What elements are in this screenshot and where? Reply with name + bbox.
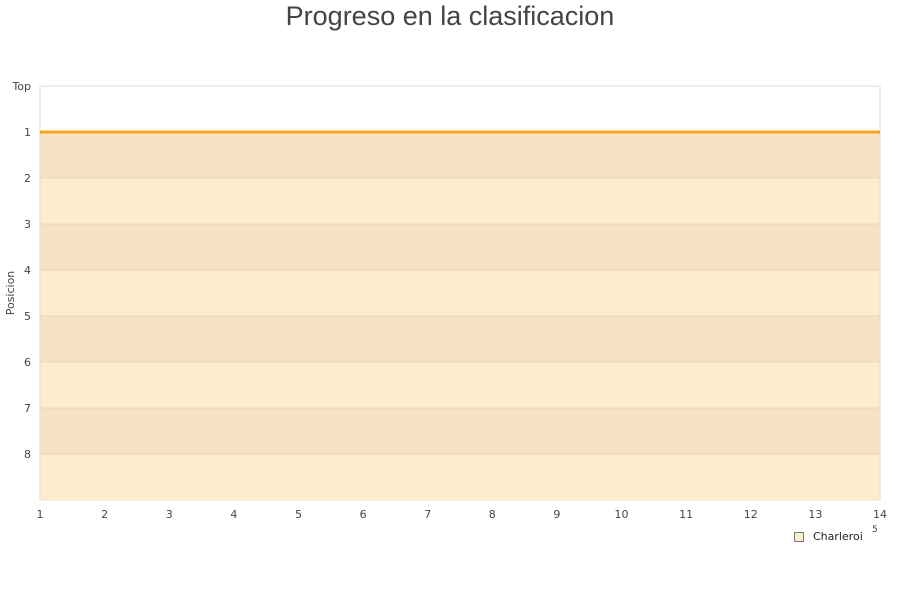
- y-tick-label: 5: [24, 310, 31, 323]
- y-tick-label: 6: [24, 356, 31, 369]
- band: [40, 454, 880, 500]
- axis-label-fragment: 5: [872, 525, 878, 535]
- y-axis-label: Posicion: [4, 271, 17, 316]
- y-tick-label: 3: [24, 218, 31, 231]
- x-tick-label: 8: [489, 508, 496, 521]
- x-tick-label: 10: [615, 508, 629, 521]
- chart-title: Progreso en la clasificacion: [285, 1, 615, 31]
- y-tick-label: 2: [24, 172, 31, 185]
- band: [40, 316, 880, 362]
- band: [40, 132, 880, 178]
- x-tick-label: 4: [230, 508, 237, 521]
- y-tick-label: 8: [24, 448, 31, 461]
- legend-label: Charleroi: [813, 530, 863, 543]
- band: [40, 178, 880, 224]
- x-tick-label: 14: [873, 508, 887, 521]
- legend-swatch: [794, 531, 804, 542]
- x-tick-label: 11: [679, 508, 693, 521]
- x-tick-label: 6: [360, 508, 367, 521]
- x-tick-label: 2: [101, 508, 108, 521]
- x-tick-label: 7: [424, 508, 431, 521]
- y-tick-label: 7: [24, 402, 31, 415]
- band: [40, 362, 880, 408]
- band: [40, 224, 880, 270]
- band: [40, 408, 880, 454]
- x-tick-label: 13: [808, 508, 822, 521]
- y-tick-label: 4: [24, 264, 31, 277]
- band: [40, 270, 880, 316]
- x-tick-label: 12: [744, 508, 758, 521]
- x-tick-label: 9: [553, 508, 560, 521]
- y-tick-label: 1: [24, 126, 31, 139]
- x-tick-label: 5: [295, 508, 302, 521]
- y-tick-label: Top: [11, 80, 31, 93]
- x-tick-label: 3: [166, 508, 173, 521]
- x-tick-label: 1: [37, 508, 44, 521]
- legend[interactable]: Charleroi: [794, 530, 863, 543]
